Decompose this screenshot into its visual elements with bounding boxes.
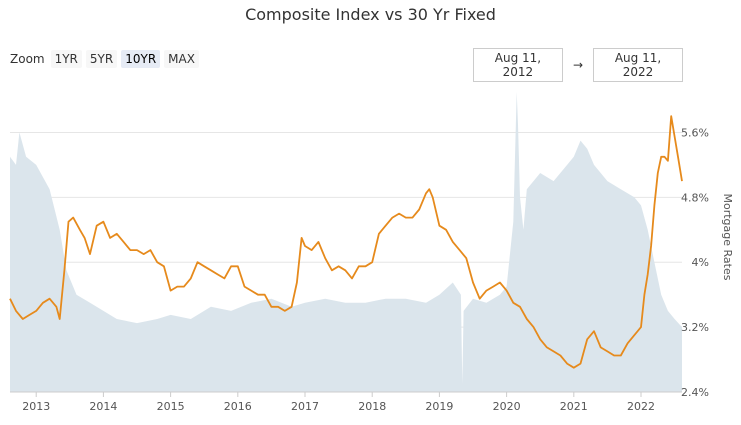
zoom-label: Zoom <box>10 52 45 66</box>
x-tick-label: 2015 <box>157 400 185 413</box>
y-tick-label: 4.8% <box>681 191 709 204</box>
range-from-input[interactable]: Aug 11, 2012 <box>472 48 563 82</box>
x-tick-label: 2017 <box>291 400 319 413</box>
zoom-1yr-button[interactable]: 1YR <box>50 50 82 68</box>
range-to-input[interactable]: Aug 11, 2022 <box>593 48 683 82</box>
zoom-controls: Zoom 1YR 5YR 10YR MAX <box>10 50 199 68</box>
date-range-selector: Aug 11, 2012 → Aug 11, 2022 <box>472 48 683 82</box>
x-tick-label: 2020 <box>493 400 521 413</box>
chart-title: Composite Index vs 30 Yr Fixed <box>245 5 496 24</box>
y-tick-label: 4% <box>692 256 709 269</box>
x-tick-label: 2019 <box>425 400 453 413</box>
mortgage-rate-line <box>9 115 683 369</box>
zoom-5yr-button[interactable]: 5YR <box>85 50 118 68</box>
zoom-max-button[interactable]: MAX <box>164 50 199 68</box>
x-tick-label: 2016 <box>224 400 252 413</box>
x-tick-label: 2018 <box>358 400 386 413</box>
y-axis-title: Mortgage Rates <box>721 194 734 281</box>
y-tick-label: 3.2% <box>681 321 709 334</box>
range-arrow-icon: → <box>572 58 583 72</box>
x-tick-label: 2014 <box>89 400 117 413</box>
y-tick-label: 5.6% <box>681 126 709 139</box>
x-tick-label: 2021 <box>560 400 588 413</box>
zoom-10yr-button[interactable]: 10YR <box>121 50 161 68</box>
x-tick-label: 2022 <box>627 400 655 413</box>
x-tick-label: 2013 <box>22 400 50 413</box>
composite-index-area <box>10 91 682 393</box>
y-tick-label: 2.4% <box>681 386 709 399</box>
